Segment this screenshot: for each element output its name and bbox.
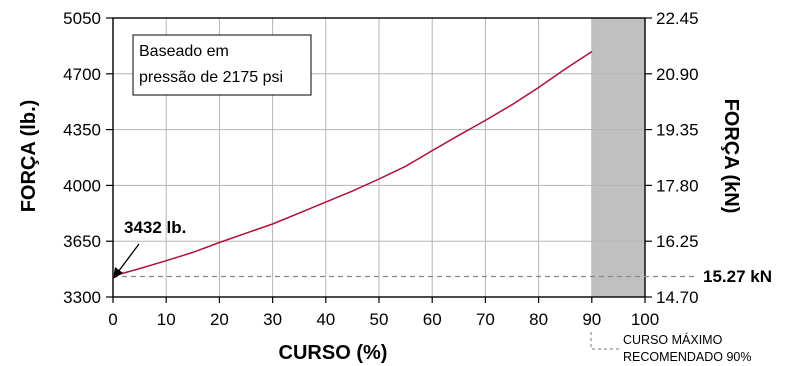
y-right-tick-label-14.70: 14.70	[656, 288, 699, 307]
y-left-tick-label-5050: 5050	[63, 9, 101, 28]
start-arrow-shaft	[117, 243, 140, 273]
recommended-note-line-1: CURSO MÁXIMO	[623, 332, 723, 347]
y-left-tick-label-4350: 4350	[63, 121, 101, 140]
y-left-tick-label-4000: 4000	[63, 176, 101, 195]
x-tick-label-100: 100	[631, 310, 659, 329]
recommended-leader	[590, 332, 620, 350]
x-tick-label-60: 60	[423, 310, 442, 329]
x-tick-label-0: 0	[108, 310, 117, 329]
x-tick-label-20: 20	[210, 310, 229, 329]
right-y-tick-labels: 14.70 16.25 17.80 19.35 20.90 22.45	[656, 9, 699, 307]
y-right-tick-label-16.25: 16.25	[656, 232, 699, 251]
note-line-1: Baseado em	[139, 43, 229, 60]
x-tick-label-90: 90	[582, 310, 601, 329]
left-y-tick-labels: 3300 3650 4000 4350 4700 5050	[63, 9, 101, 307]
x-tick-label-30: 30	[263, 310, 282, 329]
y-right-tick-label-20.90: 20.90	[656, 65, 699, 84]
x-tick-labels: 0 10 20 30 40 50 60 70 80 90 100	[108, 310, 659, 329]
x-tick-label-40: 40	[316, 310, 335, 329]
recommended-note-line-2: RECOMENDADO 90%	[623, 350, 752, 364]
shaded-region	[591, 18, 645, 297]
y-right-tick-label-22.45: 22.45	[656, 9, 699, 28]
y-right-tick-label-19.35: 19.35	[656, 121, 699, 140]
force-curve	[112, 50, 593, 277]
note-line-2: pressão de 2175 psi	[139, 69, 283, 86]
x-tick-label-50: 50	[370, 310, 389, 329]
x-tick-label-70: 70	[476, 310, 495, 329]
y-left-tick-label-3650: 3650	[63, 232, 101, 251]
left-y-axis-title: FORÇA (lb.)	[18, 100, 40, 213]
start-arrow-head	[113, 267, 123, 279]
tick-marks	[106, 17, 652, 303]
note-box	[132, 34, 312, 96]
right-y-axis-title: FORÇA (kN)	[720, 99, 742, 214]
start-value-label: 3432 lb.	[124, 218, 186, 237]
x-axis-title: CURSO (%)	[279, 342, 388, 364]
baseline-label: 15.27 kN	[703, 267, 772, 286]
y-right-tick-label-17.80: 17.80	[656, 176, 699, 195]
y-left-tick-label-4700: 4700	[63, 65, 101, 84]
x-tick-label-10: 10	[157, 310, 176, 329]
x-tick-label-80: 80	[529, 310, 548, 329]
y-left-tick-label-3300: 3300	[63, 288, 101, 307]
